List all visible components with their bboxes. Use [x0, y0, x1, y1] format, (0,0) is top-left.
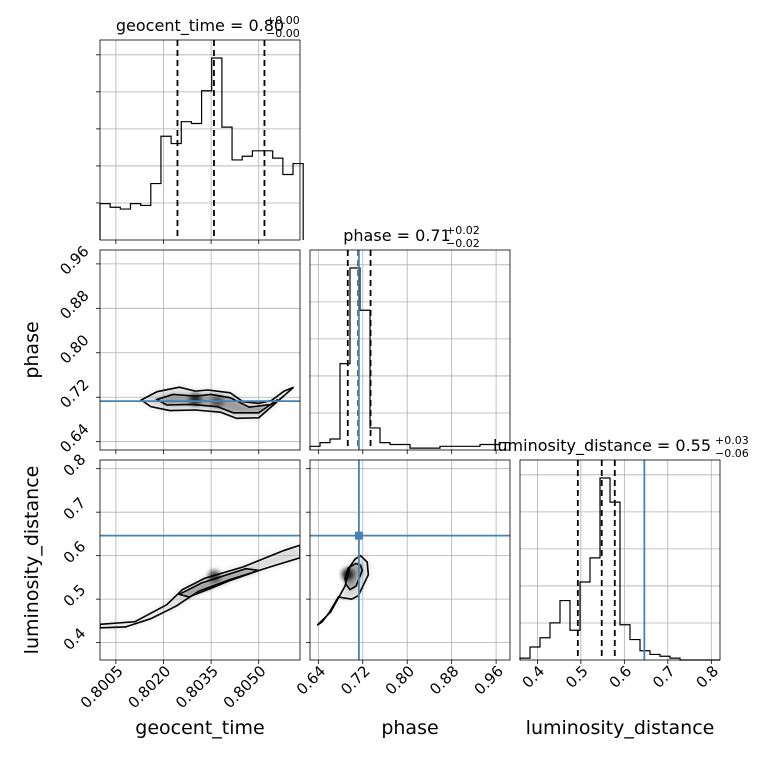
title-luminosity-distance-sub: −0.06 [715, 447, 749, 460]
xtick-label-luminosity_distance-0: 0.4 [519, 662, 549, 692]
contour-2-1 [344, 562, 364, 591]
truth-marker-2 [354, 531, 363, 540]
contour-0-0 [139, 386, 295, 420]
ytick-label-phase-3: 0.88 [56, 287, 92, 323]
panel-0-0-frame [99, 39, 301, 241]
panel-1-0-frame [99, 249, 301, 451]
title-geocent-time-sub: −0.00 [266, 27, 300, 40]
ytick-label-phase-2: 0.80 [56, 331, 92, 367]
xtick-label-luminosity_distance-1: 0.5 [562, 662, 592, 692]
ytick-label-phase-4: 0.96 [56, 242, 92, 278]
xtick-label-luminosity_distance-4: 0.8 [693, 662, 723, 692]
xtick-label-luminosity_distance-3: 0.7 [649, 662, 679, 692]
xtick-label-phase-4: 0.96 [471, 662, 507, 698]
panel-geocent-time-hist: geocent_time = 0.80 +0.00 −0.00 [116, 14, 300, 40]
title-luminosity-distance-sup: +0.03 [715, 434, 749, 447]
xtick-label-geocent_time-0: 0.8005 [77, 662, 127, 712]
grid-0-0 [100, 40, 300, 240]
grid-1-0 [100, 250, 300, 450]
hist-luminosity_distance [519, 477, 720, 661]
title-luminosity-distance: luminosity_distance = 0.55 [493, 436, 711, 456]
panel-1-1-frame [309, 249, 511, 451]
pair-geocent_time-phase [100, 386, 300, 420]
xtick-label-phase-0: 0.64 [293, 662, 329, 698]
title-phase-sub: −0.02 [446, 237, 480, 250]
grid-1-1 [310, 250, 510, 450]
title-luminosity-distance-main: luminosity_distance = 0.55 [493, 436, 711, 456]
ytick-label-luminosity_distance-1: 0.5 [60, 581, 90, 611]
pair-phase-luminosity_distance [310, 460, 510, 660]
title-phase: phase = 0.71 [343, 226, 450, 245]
ytick-label-phase-1: 0.72 [56, 376, 92, 412]
title-phase-main: phase = 0.71 [343, 226, 450, 245]
panel-phase-hist: phase = 0.71 +0.02 −0.02 [343, 224, 479, 250]
xtick-label-geocent_time-3: 0.8050 [220, 662, 270, 712]
title-geocent-time-sup: +0.00 [266, 14, 300, 27]
ytick-label-phase-0: 0.64 [56, 420, 92, 456]
ytick-label-luminosity_distance-3: 0.7 [60, 494, 90, 524]
grid-2-1 [310, 460, 510, 660]
pair-geocent_time-luminosity_distance [100, 534, 300, 629]
ylabel-phase: phase [21, 321, 43, 378]
grid-2-0 [100, 460, 300, 660]
title-geocent-time: geocent_time = 0.80 [116, 16, 284, 36]
xtick-label-phase-2: 0.80 [382, 662, 418, 698]
xtick-label-phase-1: 0.72 [337, 662, 373, 698]
contour-1-0 [100, 544, 300, 629]
xtick-label-geocent_time-2: 0.8035 [172, 662, 222, 712]
xlabel-phase: phase [381, 717, 438, 739]
ylabel-luminosity-distance: luminosity_distance [21, 466, 43, 655]
xlabel-geocent-time: geocent_time [135, 717, 264, 739]
hist-phase [309, 267, 511, 450]
xtick-label-luminosity_distance-2: 0.6 [606, 662, 636, 692]
ytick-label-luminosity_distance-4: 0.8 [60, 450, 90, 480]
xtick-label-geocent_time-1: 0.8020 [124, 662, 174, 712]
panel-2-2-frame [519, 459, 721, 661]
panel-2-0-frame [99, 459, 301, 661]
panel-2-1-frame [309, 459, 511, 661]
panel-luminosity-distance-hist: luminosity_distance = 0.55 +0.03 −0.06 [493, 434, 749, 460]
hist-geocent_time [99, 57, 304, 240]
ytick-label-luminosity_distance-0: 0.4 [60, 624, 90, 654]
xlabel-luminosity-distance: luminosity_distance [526, 717, 715, 739]
xtick-label-phase-3: 0.88 [426, 662, 462, 698]
ytick-label-luminosity_distance-2: 0.6 [60, 537, 90, 567]
title-phase-sup: +0.02 [446, 224, 480, 237]
contour-1-1 [177, 567, 259, 598]
title-geocent-time-main: geocent_time = 0.80 [116, 16, 284, 36]
